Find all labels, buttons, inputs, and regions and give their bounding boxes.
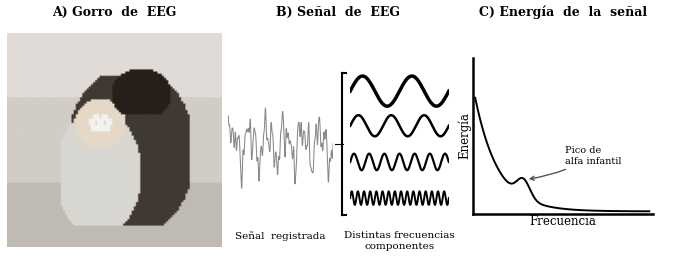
Text: Señal  registrada: Señal registrada <box>235 231 326 241</box>
Text: Distintas frecuencias
componentes: Distintas frecuencias componentes <box>344 231 455 251</box>
Text: C) Energía  de  la  señal: C) Energía de la señal <box>479 6 647 19</box>
Text: Pico de
alfa infantil: Pico de alfa infantil <box>530 146 622 180</box>
Text: A) Gorro  de  EEG: A) Gorro de EEG <box>52 6 176 19</box>
Text: B) Señal  de  EEG: B) Señal de EEG <box>276 6 401 19</box>
Y-axis label: Energía: Energía <box>458 112 471 159</box>
X-axis label: Frecuencia: Frecuencia <box>529 215 596 228</box>
